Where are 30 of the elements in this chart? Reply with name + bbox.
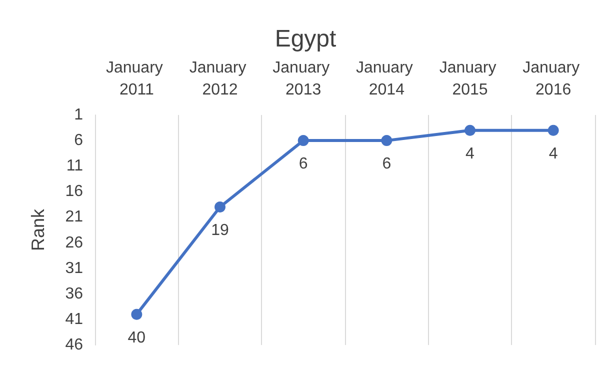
y-tick-label: 1	[74, 106, 84, 124]
x-tick-label: January 2011	[106, 60, 168, 98]
x-tick-label: January 2014	[356, 60, 418, 98]
y-tick-label: 6	[74, 132, 84, 150]
y-tick-label: 36	[65, 285, 84, 302]
data-label: 4	[466, 145, 475, 162]
y-tick-label: 26	[65, 234, 84, 252]
point	[381, 135, 392, 146]
point	[464, 124, 476, 136]
point	[214, 202, 226, 212]
y-tick-label: 11	[66, 158, 84, 175]
point	[131, 308, 142, 320]
point	[298, 135, 309, 146]
y-tick-label: 31	[65, 260, 84, 277]
chart-title: Egypt	[274, 26, 337, 52]
data-label: 19	[211, 222, 229, 239]
x-tick-label: January 2012	[189, 60, 251, 98]
point	[548, 124, 559, 136]
x-tick-label: January 2015	[439, 60, 501, 98]
y-tick-label: 16	[65, 183, 84, 200]
y-tick-label: 41	[65, 310, 84, 328]
y-tick-label: 46	[65, 336, 84, 354]
y-axis-title: Rank	[28, 208, 48, 252]
y-tick-label: 21	[65, 208, 84, 226]
data-label: 40	[128, 329, 146, 346]
data-label: 6	[382, 156, 392, 173]
data-label: 6	[298, 156, 308, 173]
x-tick-label: January 2016	[522, 60, 584, 98]
x-tick-label: January 2013	[272, 60, 334, 98]
data-label: 4	[548, 145, 558, 162]
